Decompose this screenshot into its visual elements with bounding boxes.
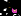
- Circle shape: [14, 5, 15, 6]
- Circle shape: [12, 10, 13, 11]
- Circle shape: [8, 6, 9, 7]
- Circle shape: [10, 6, 11, 7]
- Circle shape: [8, 4, 9, 5]
- Circle shape: [8, 4, 11, 7]
- Text: Cu$_2$O-Cu@TiO$_2$: Cu$_2$O-Cu@TiO$_2$: [0, 14, 21, 16]
- Circle shape: [9, 4, 10, 5]
- Text: +: +: [5, 0, 21, 16]
- Circle shape: [15, 10, 16, 11]
- Text: Ascorbic acid: Ascorbic acid: [5, 0, 21, 16]
- Text: 1 min: 1 min: [0, 0, 21, 5]
- Text: 10 min: 10 min: [0, 0, 21, 5]
- Text: H$_2$N: H$_2$N: [0, 0, 5, 16]
- Text: +: +: [5, 0, 21, 16]
- Text: O: O: [6, 0, 21, 16]
- Circle shape: [8, 5, 9, 6]
- Circle shape: [13, 4, 16, 7]
- Circle shape: [13, 10, 14, 11]
- Circle shape: [14, 10, 15, 11]
- Text: TiF$_4$: TiF$_4$: [15, 0, 21, 16]
- Circle shape: [15, 9, 16, 10]
- Circle shape: [10, 4, 11, 5]
- Circle shape: [9, 6, 10, 7]
- Circle shape: [16, 5, 17, 6]
- Circle shape: [13, 4, 14, 5]
- Text: n: n: [6, 6, 19, 16]
- Circle shape: [13, 9, 16, 12]
- Text: Cu(CH$_3$COO)$_2$: Cu(CH$_3$COO)$_2$: [5, 0, 21, 16]
- Circle shape: [13, 9, 14, 10]
- Circle shape: [10, 5, 11, 6]
- Circle shape: [12, 8, 17, 13]
- Circle shape: [14, 11, 15, 12]
- Circle shape: [16, 10, 17, 11]
- Text: Cu$_2$O nanoparticle aggregate: Cu$_2$O nanoparticle aggregate: [0, 8, 21, 16]
- Text: , H$_2$O: , H$_2$O: [6, 0, 21, 16]
- Circle shape: [15, 5, 16, 6]
- Text: Cu$_2$O-Cu: Cu$_2$O-Cu: [0, 8, 21, 16]
- Circle shape: [13, 11, 14, 12]
- Circle shape: [13, 9, 16, 12]
- Circle shape: [15, 6, 16, 7]
- Circle shape: [12, 5, 13, 6]
- Circle shape: [13, 5, 14, 6]
- Circle shape: [14, 9, 15, 10]
- Circle shape: [15, 4, 16, 5]
- Circle shape: [14, 4, 15, 5]
- Circle shape: [9, 5, 10, 6]
- Circle shape: [14, 6, 15, 7]
- Circle shape: [12, 10, 13, 11]
- Circle shape: [15, 11, 16, 12]
- Circle shape: [13, 6, 14, 7]
